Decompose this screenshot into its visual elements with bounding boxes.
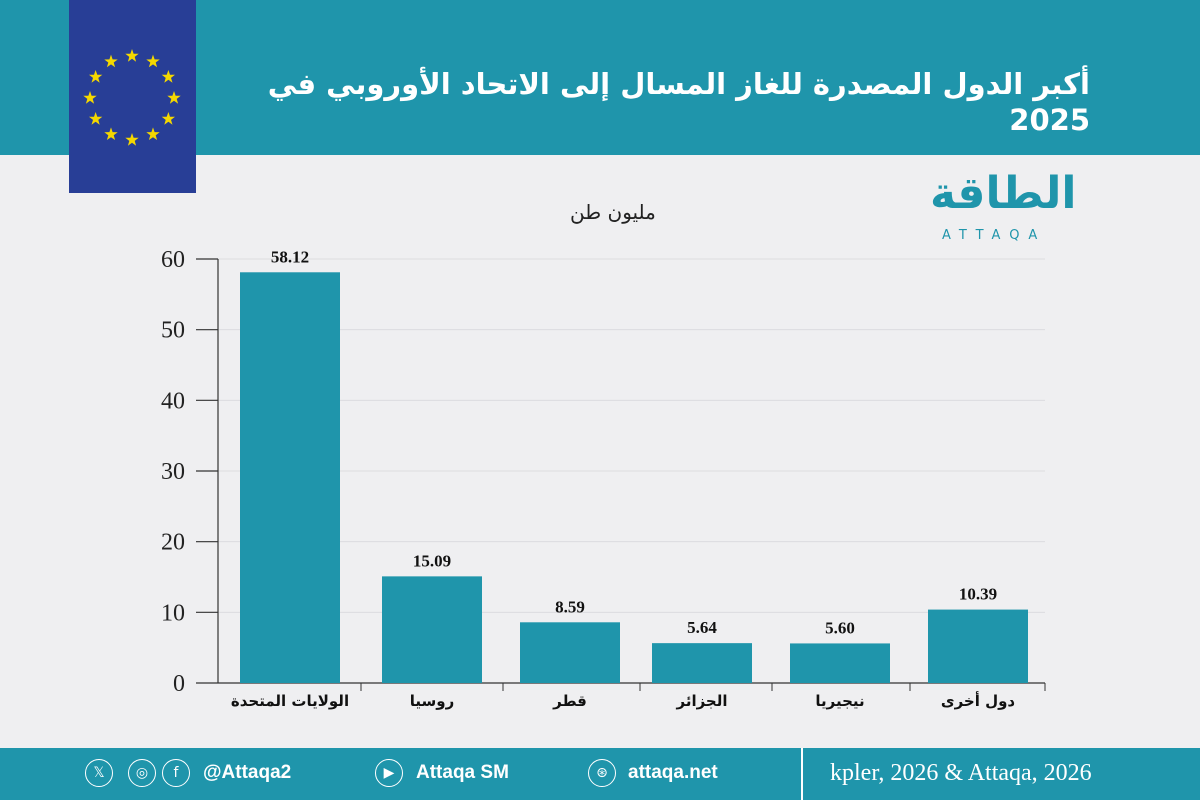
website-link[interactable]: attaqa.net [628,762,718,783]
star-icon [104,54,118,68]
attaqa-logo: الطاقة ATTAQA [930,170,1150,250]
y-tick-label: 60 [161,247,185,273]
instagram-icon[interactable]: ◎ [128,759,156,787]
social-handle[interactable]: @Attaqa2 [203,762,292,783]
y-tick-label: 30 [161,459,185,485]
y-tick-label: 10 [161,600,185,626]
category-label: نيجيريا [815,692,864,710]
bar [240,272,340,683]
y-axis-unit: مليون طن [570,200,656,224]
chart-title: أكبر الدول المصدرة للغاز المسال إلى الات… [267,67,1090,137]
star-icon [125,49,139,62]
star-icon [104,127,118,140]
y-tick-label: 40 [161,388,185,414]
category-label: الجزائر [675,692,727,710]
logo-text: الطاقة [930,168,1077,219]
category-label: قطر [552,692,587,710]
eu-flag [69,0,196,193]
star-icon [89,70,103,83]
globe-icon[interactable]: ⊛ [588,759,616,787]
bar-value-label: 5.60 [825,618,855,637]
facebook-icon[interactable]: f [162,759,190,787]
bar-value-label: 5.64 [687,618,717,637]
footer-divider [801,748,803,800]
source-text: kpler, 2026 & Attaqa, 2026 [830,760,1092,786]
category-label: دول أخرى [941,691,1016,710]
bar [790,643,890,683]
bar [652,643,752,683]
youtube-icon[interactable]: ▶ [375,759,403,787]
bar [928,609,1028,683]
bar-value-label: 58.12 [271,247,309,266]
category-label: روسيا [410,692,454,710]
y-tick-label: 20 [161,530,185,556]
star-icon [89,112,103,125]
star-icon [83,91,97,104]
x-icon[interactable]: 𝕏 [85,759,113,787]
bar-value-label: 10.39 [959,585,997,604]
star-icon [167,91,181,104]
category-label: الولايات المتحدة [231,692,349,710]
logo-subtext: ATTAQA [942,228,1047,243]
y-tick-label: 50 [161,318,185,344]
star-icon [146,127,160,140]
star-icon [161,112,175,125]
star-icon [146,54,160,68]
star-icon [125,133,139,146]
star-icon [161,70,175,83]
bar-value-label: 8.59 [555,597,585,616]
bar [520,622,620,683]
bar [382,576,482,683]
header-banner: أكبر الدول المصدرة للغاز المسال إلى الات… [0,0,1200,155]
eu-stars-icon [83,49,181,146]
youtube-channel[interactable]: Attaqa SM [416,762,509,783]
footer: 𝕏 ◎ f @Attaqa2 ▶ Attaqa SM ⊛ attaqa.net … [0,748,1200,800]
y-tick-label: 0 [173,671,185,697]
bar-value-label: 15.09 [413,551,451,570]
